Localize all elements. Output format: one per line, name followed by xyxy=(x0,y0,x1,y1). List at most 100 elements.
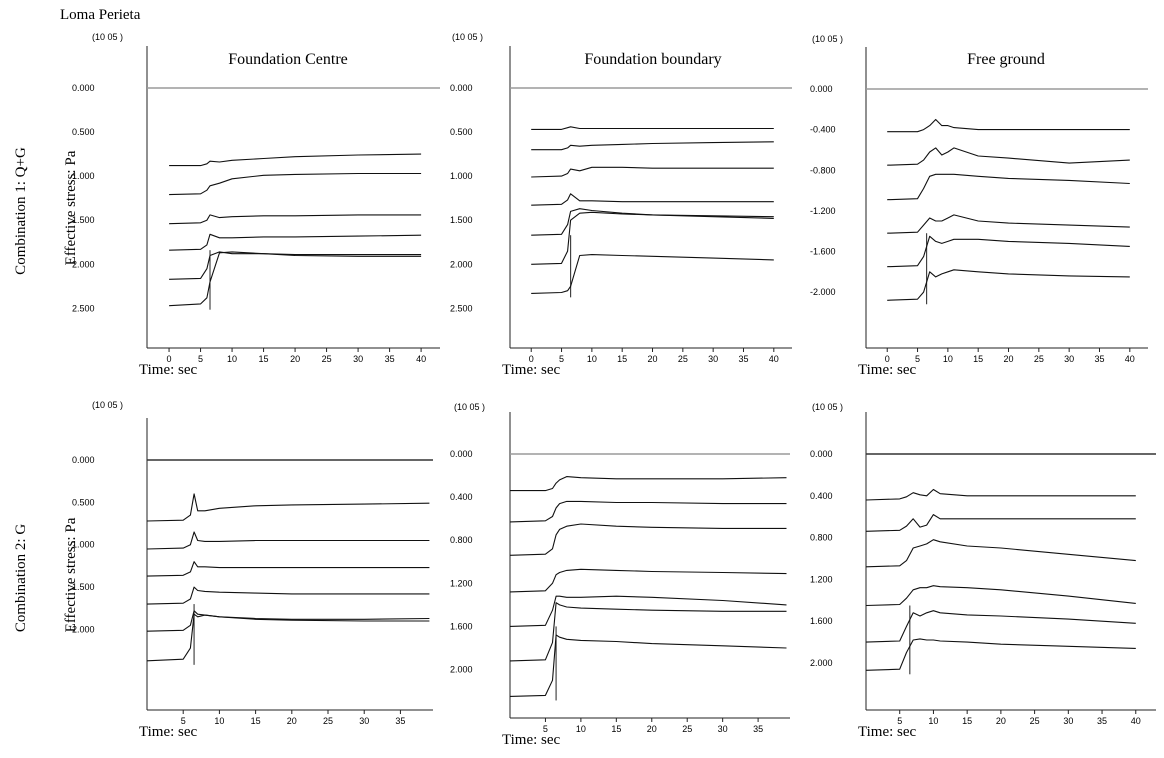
y-tick-label: 0.800 xyxy=(810,533,833,543)
y-tick-label: 2.000 xyxy=(810,658,833,668)
x-axis-label: Time: sec xyxy=(139,724,198,740)
x-tick-label: 10 xyxy=(928,716,938,726)
series-line-5 xyxy=(531,208,774,236)
y-tick-label: 2.500 xyxy=(72,303,95,313)
y-tick-label: 0.000 xyxy=(72,83,95,93)
panel-title: Free ground xyxy=(967,51,1045,68)
series-line-1 xyxy=(146,493,430,522)
series-line-1 xyxy=(531,126,774,130)
series-line-4 xyxy=(865,585,1136,607)
x-axis-label: Time: sec xyxy=(139,362,198,378)
panel-3: (10 05 ) Free ground 0.000 -0.400 -0.800 -1.2… xyxy=(810,34,1148,378)
y-axis-label: Effective stress: Pa xyxy=(63,517,79,632)
series-line-4 xyxy=(509,568,787,593)
y-tick-label: -0.400 xyxy=(810,125,836,135)
row-label-1: Combination 1: Q+G xyxy=(13,147,29,275)
x-tick-label: 25 xyxy=(1030,716,1040,726)
x-tick-label: 30 xyxy=(708,354,718,364)
x-tick-label: 5 xyxy=(543,724,548,734)
series-line-3 xyxy=(887,173,1130,201)
y-tick-label: 0.500 xyxy=(72,497,95,507)
x-tick-label: 15 xyxy=(973,354,983,364)
y-tick-label: 1.000 xyxy=(72,540,95,550)
y-tick-label: 2.000 xyxy=(72,624,95,634)
series-line-3 xyxy=(865,539,1136,568)
series-line-2 xyxy=(531,141,774,151)
x-tick-label: 30 xyxy=(1063,716,1073,726)
series-line-4 xyxy=(146,586,430,605)
y-tick-label: 1.200 xyxy=(810,574,833,584)
y-tick-label: 0.800 xyxy=(450,535,473,545)
x-tick-label: 25 xyxy=(1034,354,1044,364)
y-tick-label: 0.400 xyxy=(450,492,473,502)
x-tick-label: 15 xyxy=(259,354,269,364)
x-tick-label: 5 xyxy=(198,354,203,364)
series-line-2 xyxy=(887,147,1130,166)
scale-note: (10 05 ) xyxy=(454,402,485,412)
y-tick-label: 0.000 xyxy=(450,83,473,93)
row-label-2: Combination 2: G xyxy=(13,524,29,633)
y-tick-label: 2.500 xyxy=(450,303,473,313)
panel-title: Foundation Centre xyxy=(228,51,348,68)
panel-1: (10 05 ) Foundation Centre Effective stres… xyxy=(63,32,440,378)
y-axis-label: Effective stress: Pa xyxy=(63,150,79,265)
x-axis-label: Time: sec xyxy=(858,724,917,740)
x-tick-label: 0 xyxy=(885,354,890,364)
x-tick-label: 25 xyxy=(682,724,692,734)
panel-2: (10 05 ) Foundation boundary 0.000 0.500 1.0… xyxy=(450,32,792,378)
y-tick-label: 0.000 xyxy=(450,449,473,459)
x-tick-label: 25 xyxy=(678,354,688,364)
x-tick-label: 40 xyxy=(416,354,426,364)
series-line-7 xyxy=(509,634,787,697)
y-tick-label: 1.000 xyxy=(450,171,473,181)
series-line-5 xyxy=(509,595,787,627)
panel-4: (10 05 ) Effective stress: Pa 0.000 0.500 1.… xyxy=(63,400,433,740)
x-tick-label: 15 xyxy=(962,716,972,726)
y-tick-label: 0.000 xyxy=(810,449,833,459)
series-line-4 xyxy=(887,214,1130,234)
y-tick-label: 0.000 xyxy=(72,455,95,465)
series-line-4 xyxy=(531,193,774,206)
x-tick-label: 20 xyxy=(287,716,297,726)
x-tick-label: 15 xyxy=(611,724,621,734)
series-line-2 xyxy=(146,531,430,550)
y-tick-label: 0.500 xyxy=(450,127,473,137)
scale-note: (10 05 ) xyxy=(92,400,123,410)
x-tick-label: 35 xyxy=(753,724,763,734)
y-tick-label: 1.500 xyxy=(72,582,95,592)
x-tick-label: 35 xyxy=(738,354,748,364)
y-tick-label: 1.500 xyxy=(450,215,473,225)
x-tick-label: 15 xyxy=(251,716,261,726)
series-line-2 xyxy=(865,514,1136,532)
x-tick-label: 25 xyxy=(322,354,332,364)
x-tick-label: 20 xyxy=(1004,354,1014,364)
x-tick-label: 10 xyxy=(214,716,224,726)
x-tick-label: 20 xyxy=(996,716,1006,726)
series-line-5 xyxy=(887,235,1130,268)
series-line-3 xyxy=(531,166,774,178)
series-line-6 xyxy=(146,613,430,662)
y-tick-label: 1.500 xyxy=(72,215,95,225)
y-tick-label: -2.000 xyxy=(810,287,836,297)
series-line-2 xyxy=(169,172,422,196)
x-tick-label: 35 xyxy=(395,716,405,726)
panel-5: (10 05 ) 0.000 0.400 0.800 1.200 1.600 2.000 5 1… xyxy=(450,402,790,748)
y-tick-label: 1.000 xyxy=(72,171,95,181)
y-tick-label: 1.600 xyxy=(810,616,833,626)
series-line-4 xyxy=(169,233,422,251)
series-line-6 xyxy=(865,638,1136,671)
x-tick-label: 40 xyxy=(769,354,779,364)
x-tick-label: 10 xyxy=(587,354,597,364)
panel-title: Foundation boundary xyxy=(584,51,721,68)
series-line-1 xyxy=(169,153,422,167)
x-tick-label: 0 xyxy=(167,354,172,364)
x-tick-label: 35 xyxy=(1097,716,1107,726)
y-tick-label: 2.000 xyxy=(450,665,473,675)
x-tick-label: 35 xyxy=(1094,354,1104,364)
y-tick-label: 1.200 xyxy=(450,578,473,588)
series-line-6 xyxy=(531,211,774,265)
x-axis-label: Time: sec xyxy=(502,732,561,748)
x-tick-label: 20 xyxy=(290,354,300,364)
x-tick-label: 10 xyxy=(227,354,237,364)
x-axis-label: Time: sec xyxy=(858,362,917,378)
